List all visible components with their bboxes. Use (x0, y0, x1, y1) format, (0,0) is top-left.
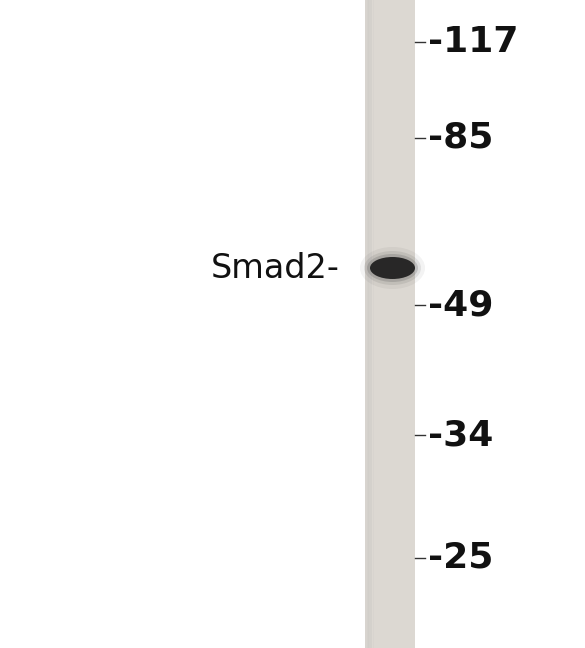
Text: -34: -34 (428, 418, 493, 452)
Ellipse shape (370, 257, 415, 279)
Bar (371, 0, 372, 648)
Bar (365, 0, 415, 648)
Text: -117: -117 (428, 25, 518, 59)
Bar (366, 0, 370, 648)
Ellipse shape (364, 251, 421, 285)
Text: -49: -49 (428, 288, 494, 322)
Bar (368, 0, 371, 648)
Ellipse shape (360, 247, 425, 289)
Text: -25: -25 (428, 541, 493, 575)
Bar (370, 0, 371, 648)
Bar (365, 0, 369, 648)
Ellipse shape (367, 254, 418, 282)
Text: -85: -85 (428, 121, 493, 155)
Text: Smad2-: Smad2- (211, 251, 340, 284)
